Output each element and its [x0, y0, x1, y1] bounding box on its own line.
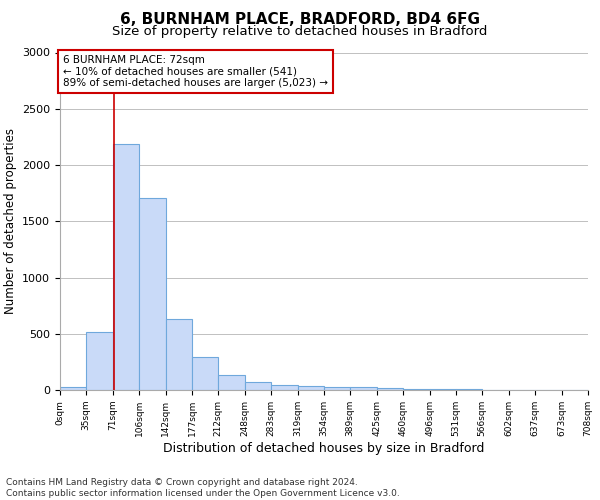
- Bar: [350, 387, 377, 390]
- X-axis label: Distribution of detached houses by size in Bradford: Distribution of detached houses by size …: [163, 442, 485, 454]
- Text: Size of property relative to detached houses in Bradford: Size of property relative to detached ho…: [112, 25, 488, 38]
- Bar: [324, 386, 350, 390]
- Bar: [60, 386, 86, 390]
- Bar: [86, 332, 113, 390]
- Bar: [245, 382, 271, 390]
- Bar: [218, 376, 245, 390]
- Bar: [403, 389, 430, 390]
- Bar: [139, 198, 166, 390]
- Y-axis label: Number of detached properties: Number of detached properties: [4, 128, 17, 314]
- Bar: [192, 357, 218, 390]
- Bar: [298, 386, 324, 390]
- Text: Contains HM Land Registry data © Crown copyright and database right 2024.
Contai: Contains HM Land Registry data © Crown c…: [6, 478, 400, 498]
- Text: 6 BURNHAM PLACE: 72sqm
← 10% of detached houses are smaller (541)
89% of semi-de: 6 BURNHAM PLACE: 72sqm ← 10% of detached…: [63, 54, 328, 88]
- Bar: [166, 318, 192, 390]
- Bar: [113, 144, 139, 390]
- Bar: [377, 388, 403, 390]
- Text: 6, BURNHAM PLACE, BRADFORD, BD4 6FG: 6, BURNHAM PLACE, BRADFORD, BD4 6FG: [120, 12, 480, 28]
- Bar: [271, 385, 298, 390]
